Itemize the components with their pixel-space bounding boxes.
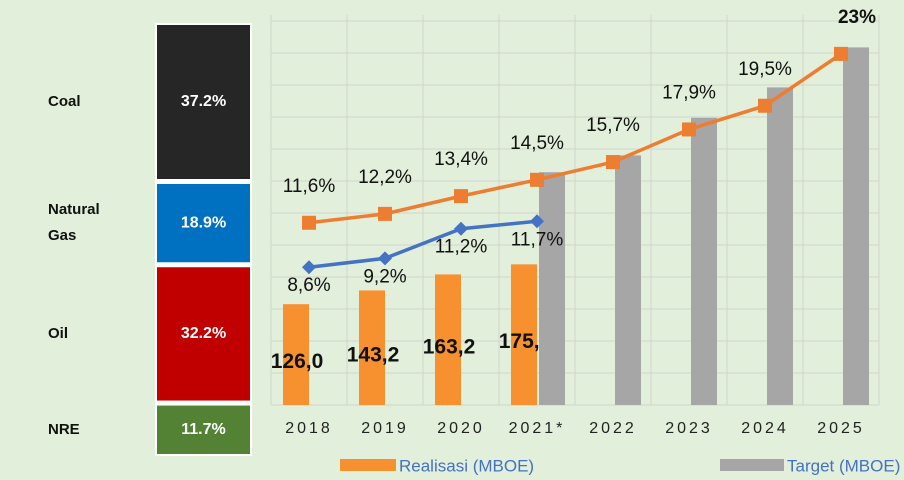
marker [378, 206, 392, 221]
x-tick-label: 2019 [361, 420, 409, 437]
point-value-label: 23% [838, 7, 876, 28]
x-tick-label: 2020 [437, 420, 485, 437]
x-tick-label: 2022 [589, 420, 637, 437]
point-value-label: 14,5% [510, 133, 564, 154]
bar [359, 290, 385, 405]
x-tick-label: 2023 [665, 420, 713, 437]
point-value-label: 11,2% [435, 237, 488, 258]
bar [435, 274, 461, 405]
point-value-label: 17,9% [662, 82, 716, 103]
marker [758, 98, 772, 113]
marker [378, 251, 392, 266]
marker [682, 122, 696, 137]
bar [691, 117, 717, 406]
bar-value-label: 143,2 [347, 343, 400, 366]
bar [843, 47, 869, 406]
legend-swatch [340, 459, 396, 471]
bar-value-label: 163,2 [423, 335, 476, 358]
marker [302, 215, 316, 230]
legend-label: Realisasi (MBOE) [399, 456, 534, 475]
mix-label: 32.2% [181, 325, 226, 342]
marker [454, 221, 468, 236]
point-value-label: 8,6% [287, 275, 330, 296]
bar [615, 155, 641, 405]
marker [834, 46, 848, 61]
x-tick-label: 2018 [285, 420, 333, 437]
point-value-label: 15,7% [586, 115, 640, 136]
marker [302, 260, 316, 275]
marker [530, 172, 544, 187]
x-tick-label: 2024 [741, 420, 789, 437]
mix-segment [157, 25, 250, 180]
mix-segment [157, 184, 250, 263]
point-value-label: 13,4% [434, 149, 488, 170]
point-value-label: 9,2% [363, 266, 406, 287]
bar [539, 172, 565, 405]
mix-segment [157, 267, 250, 401]
point-value-label: 12,2% [358, 167, 412, 188]
mix-segment [157, 405, 250, 454]
mix-label: 11.7% [181, 421, 225, 438]
bar-value-label: 175,8 [499, 330, 552, 353]
legend-swatch [720, 459, 784, 471]
point-value-label: 11,6% [283, 176, 336, 197]
mix-label: 18.9% [181, 214, 226, 231]
marker [606, 155, 620, 170]
mix-category: Oil [48, 324, 69, 342]
mix-label: 37.2% [181, 93, 226, 110]
legend-label: Target (MBOE) [787, 456, 900, 475]
line [308, 52, 842, 225]
bar-value-label: 126,0 [271, 350, 324, 373]
bar [767, 87, 793, 406]
marker [530, 214, 544, 229]
marker [454, 189, 468, 204]
point-value-label: 11,7% [511, 229, 564, 250]
mix-category: Coal [48, 93, 81, 110]
x-tick-label: 2025 [817, 420, 865, 437]
mix-category: Natural Gas [48, 201, 100, 245]
mix-category: NRE [48, 420, 80, 438]
point-value-label: 19,5% [738, 59, 792, 80]
bar [511, 264, 537, 405]
bar [283, 304, 309, 405]
line [308, 219, 538, 269]
x-tick-label: 2021* [509, 420, 566, 437]
